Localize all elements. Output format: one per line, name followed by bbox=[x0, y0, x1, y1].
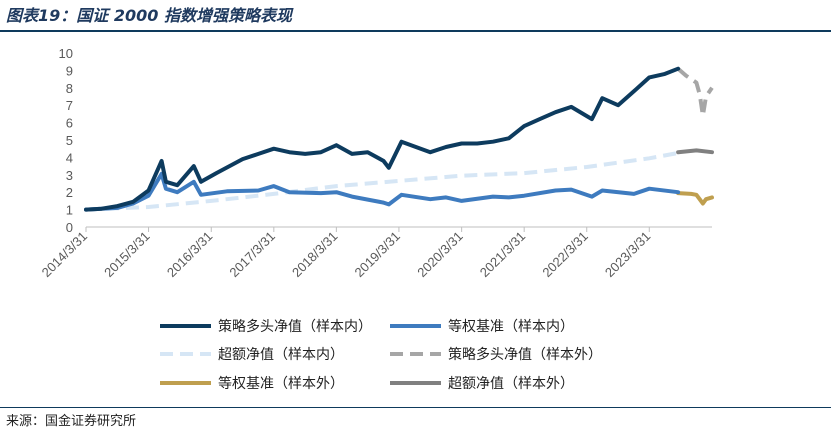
legend-label: 超额净值（样本内） bbox=[218, 347, 344, 363]
y-axis: 0 1 2 3 4 5 6 7 8 9 10 bbox=[59, 46, 73, 235]
line-chart: 0 1 2 3 4 5 6 7 8 9 10 2014/3/31 2015/3/31 2016/3/31… bbox=[39, 46, 714, 392]
x-tick-label: 2014/3/31 bbox=[39, 229, 91, 281]
y-tick-label: 5 bbox=[66, 133, 73, 148]
y-tick-label: 0 bbox=[66, 220, 73, 235]
x-tick-label: 2017/3/31 bbox=[226, 229, 278, 281]
series-line-4 bbox=[676, 191, 714, 206]
y-tick-label: 4 bbox=[66, 150, 73, 165]
legend-label: 超额净值（样本外） bbox=[448, 376, 574, 392]
y-tick-label: 6 bbox=[66, 116, 73, 131]
y-tick-label: 1 bbox=[66, 203, 73, 218]
y-tick-label: 10 bbox=[59, 46, 73, 61]
series-line-5 bbox=[676, 148, 714, 155]
top-divider bbox=[0, 30, 831, 32]
legend-label: 等权基准（样本外） bbox=[218, 375, 344, 392]
x-tick-label: 2022/3/31 bbox=[539, 229, 591, 281]
x-tick-label: 2016/3/31 bbox=[164, 229, 216, 281]
series-line-0 bbox=[84, 66, 681, 212]
series-line-2 bbox=[85, 151, 679, 212]
series-line-3 bbox=[676, 67, 714, 118]
plot-area bbox=[84, 66, 714, 212]
source-note: 来源：国金证券研究所 bbox=[6, 414, 137, 429]
chart-title: 图表19：国证 2000 指数增强策略表现 bbox=[6, 6, 292, 25]
legend-label: 策略多头净值（样本外） bbox=[448, 346, 602, 363]
y-tick-label: 3 bbox=[66, 168, 73, 183]
x-tick-label: 2020/3/31 bbox=[414, 229, 466, 281]
y-tick-label: 8 bbox=[66, 81, 73, 96]
x-tick-label: 2023/3/31 bbox=[602, 229, 654, 281]
bottom-divider bbox=[0, 407, 831, 408]
x-tick-label: 2019/3/31 bbox=[352, 229, 404, 281]
x-tick-label: 2021/3/31 bbox=[477, 229, 529, 281]
y-tick-label: 7 bbox=[66, 98, 73, 113]
y-tick-label: 9 bbox=[66, 63, 73, 78]
series-line-1 bbox=[84, 171, 681, 212]
x-axis: 2014/3/31 2015/3/31 2016/3/31 2017/3/31 2018… bbox=[39, 226, 712, 281]
legend: 策略多头净值（样本内） 等权基准（样本内） 超额净值（样本内） 策略多头净值（样本外）… bbox=[160, 318, 602, 392]
x-tick-label: 2015/3/31 bbox=[101, 229, 153, 281]
legend-label: 等权基准（样本内） bbox=[448, 318, 574, 335]
x-tick-label: 2018/3/31 bbox=[289, 229, 341, 281]
y-tick-label: 2 bbox=[66, 185, 73, 200]
legend-label: 策略多头净值（样本内） bbox=[218, 318, 372, 335]
